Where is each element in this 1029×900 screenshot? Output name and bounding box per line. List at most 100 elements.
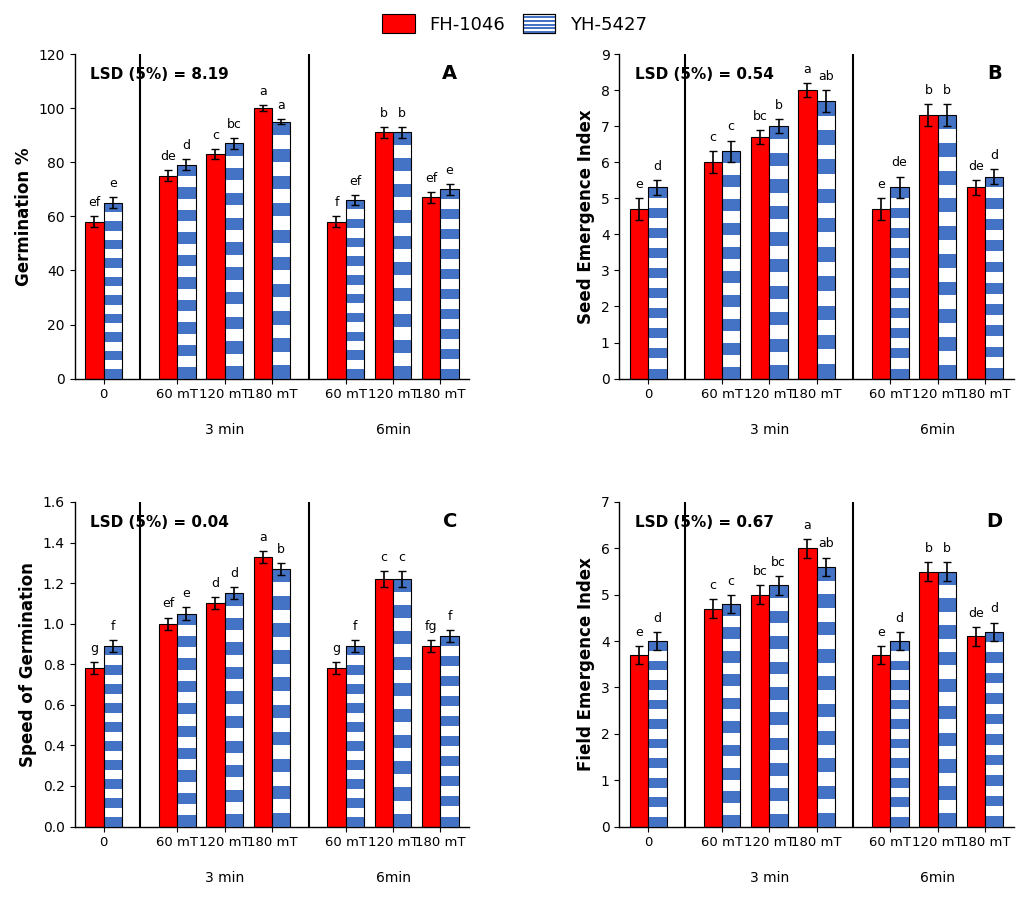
Text: g: g xyxy=(332,642,341,655)
Bar xyxy=(440,189,459,379)
Bar xyxy=(104,817,122,826)
Bar xyxy=(722,151,740,379)
Bar xyxy=(770,738,788,751)
Bar xyxy=(104,798,122,807)
Bar xyxy=(272,338,290,352)
Text: d: d xyxy=(990,602,998,616)
Bar xyxy=(224,168,243,180)
Bar xyxy=(890,778,909,788)
Bar xyxy=(985,632,1003,826)
Bar xyxy=(375,132,393,379)
Bar xyxy=(104,351,122,360)
Bar xyxy=(393,657,412,670)
Bar xyxy=(224,366,243,379)
Bar xyxy=(224,143,243,379)
Bar xyxy=(890,641,909,826)
Bar xyxy=(440,636,459,826)
Bar xyxy=(817,758,836,772)
Bar xyxy=(346,760,364,770)
Bar xyxy=(346,646,364,655)
Bar xyxy=(985,755,1003,765)
Bar xyxy=(104,722,122,732)
Bar xyxy=(85,221,104,379)
Bar xyxy=(272,202,290,216)
Bar xyxy=(985,262,1003,273)
Text: 6min: 6min xyxy=(920,871,955,885)
Bar xyxy=(937,254,956,267)
Text: LSD (5%) = 0.67: LSD (5%) = 0.67 xyxy=(635,515,774,530)
Bar xyxy=(817,567,836,826)
Bar xyxy=(393,236,412,249)
Bar xyxy=(722,744,740,756)
Bar xyxy=(937,679,956,692)
Bar xyxy=(224,193,243,205)
Bar xyxy=(177,300,196,311)
Bar xyxy=(393,761,412,774)
Bar xyxy=(890,308,909,319)
Text: e: e xyxy=(878,178,885,191)
Bar xyxy=(224,716,243,728)
Bar xyxy=(722,151,740,379)
Text: d: d xyxy=(229,567,238,580)
Bar xyxy=(272,230,290,243)
Bar xyxy=(722,176,740,187)
Text: bc: bc xyxy=(771,556,786,569)
Bar xyxy=(393,132,412,146)
Bar xyxy=(985,652,1003,662)
Bar xyxy=(440,756,459,766)
Bar xyxy=(440,309,459,319)
Bar xyxy=(770,126,788,379)
Bar xyxy=(648,719,667,729)
Bar xyxy=(937,115,956,379)
Bar xyxy=(937,199,956,212)
Text: f: f xyxy=(110,620,115,633)
Bar xyxy=(890,288,909,298)
Text: bc: bc xyxy=(752,110,768,122)
Bar xyxy=(104,202,122,212)
Bar xyxy=(224,691,243,704)
Text: de: de xyxy=(161,150,176,163)
Bar xyxy=(630,655,648,826)
Bar xyxy=(177,165,196,379)
Text: b: b xyxy=(943,542,951,555)
Text: d: d xyxy=(653,160,662,173)
Bar xyxy=(648,758,667,768)
Bar xyxy=(890,797,909,807)
Bar xyxy=(272,122,290,379)
Bar xyxy=(770,126,788,379)
Bar xyxy=(722,295,740,307)
Bar xyxy=(393,184,412,197)
Bar xyxy=(648,661,667,670)
Bar xyxy=(937,572,956,826)
Bar xyxy=(272,759,290,772)
Text: bc: bc xyxy=(226,118,241,130)
Bar xyxy=(393,683,412,697)
Bar xyxy=(648,208,667,218)
Bar xyxy=(890,641,909,651)
Bar xyxy=(722,319,740,331)
Bar xyxy=(272,284,290,298)
Bar xyxy=(770,179,788,193)
Bar xyxy=(722,814,740,826)
Bar xyxy=(985,326,1003,336)
Bar xyxy=(224,341,243,354)
Bar xyxy=(177,187,196,199)
Bar xyxy=(272,569,290,826)
Bar xyxy=(393,579,412,826)
Bar xyxy=(440,636,459,646)
Bar xyxy=(770,814,788,826)
Bar xyxy=(722,151,740,379)
Bar xyxy=(817,159,836,174)
Bar xyxy=(177,322,196,334)
Bar xyxy=(440,656,459,666)
Bar xyxy=(104,646,122,826)
Bar xyxy=(224,593,243,826)
Text: e: e xyxy=(878,626,885,639)
Bar xyxy=(224,143,243,156)
Bar xyxy=(985,693,1003,704)
Bar xyxy=(346,798,364,807)
Bar xyxy=(440,269,459,279)
Bar xyxy=(224,593,243,606)
Bar xyxy=(440,249,459,259)
Bar xyxy=(272,678,290,691)
